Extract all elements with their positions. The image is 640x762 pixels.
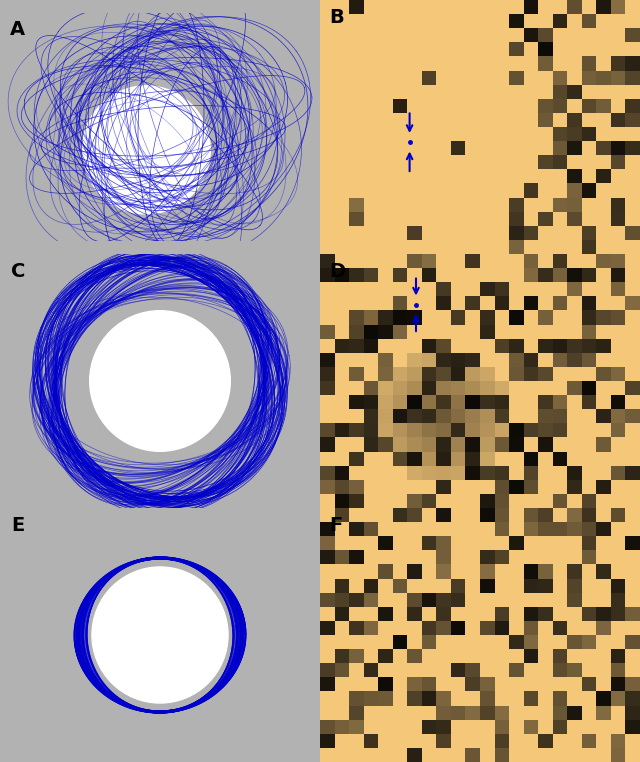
Text: B: B (330, 8, 344, 27)
Text: C: C (11, 261, 25, 280)
Text: D: D (330, 261, 346, 280)
Circle shape (92, 567, 228, 703)
Text: F: F (330, 516, 343, 535)
Text: A: A (10, 20, 25, 39)
Circle shape (83, 86, 211, 214)
Text: E: E (11, 516, 24, 535)
Circle shape (90, 311, 230, 451)
